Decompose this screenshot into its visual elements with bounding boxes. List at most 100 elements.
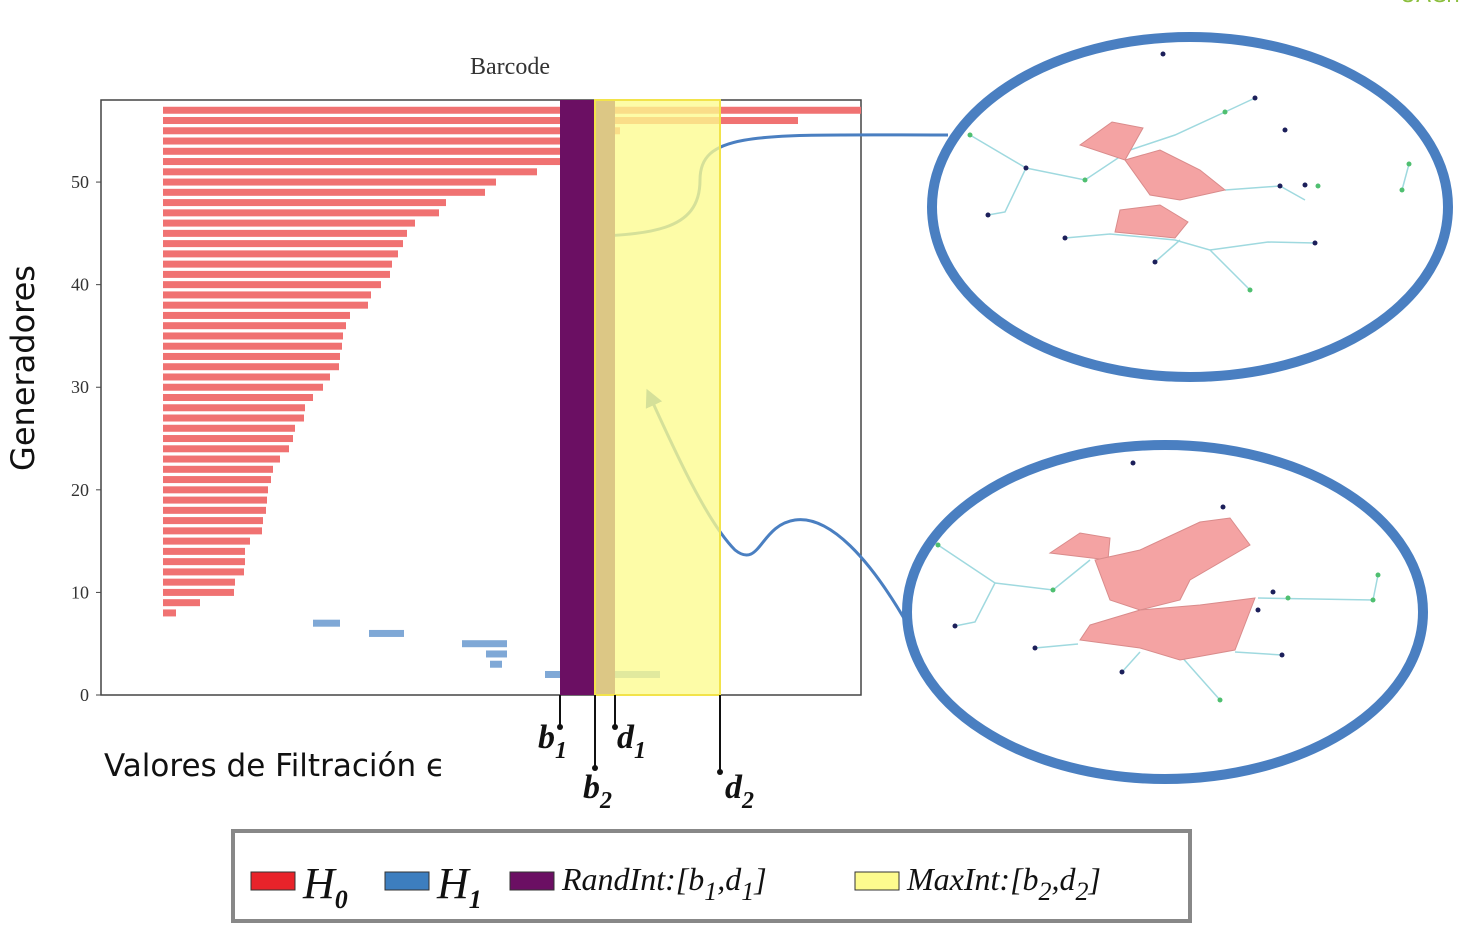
bar	[462, 640, 507, 648]
bar	[163, 414, 304, 422]
bar	[163, 137, 595, 145]
bar	[163, 578, 235, 586]
bar	[486, 650, 507, 658]
bar	[163, 383, 323, 391]
bar	[163, 209, 439, 217]
bar	[163, 219, 415, 227]
bar	[163, 301, 368, 309]
legend-text: MaxInt:[b	[906, 861, 1039, 897]
bar	[163, 537, 250, 545]
bar	[163, 342, 342, 350]
marker-letter: b	[583, 769, 600, 806]
bar	[163, 404, 305, 412]
bar	[163, 435, 293, 443]
corner-logo: UACh	[1400, 0, 1460, 8]
bar	[163, 106, 861, 114]
bar	[163, 322, 346, 330]
bar	[163, 147, 590, 155]
marker-label: d2	[725, 769, 754, 814]
bar	[163, 291, 371, 299]
marker-letter: d	[725, 769, 743, 806]
bar	[163, 281, 381, 289]
bar	[163, 199, 446, 207]
bar	[163, 394, 313, 401]
marker-sub: 1	[555, 738, 567, 764]
bar	[163, 188, 485, 196]
marker-sub: 2	[599, 788, 612, 814]
marker-label: d1	[617, 719, 646, 764]
legend-label: RandInt:[b1,d1]	[561, 861, 767, 906]
legend-name: H	[302, 859, 337, 908]
legend	[231, 829, 1192, 923]
bar	[163, 445, 289, 453]
bar	[163, 588, 234, 596]
y-tick-label: 10	[71, 582, 89, 602]
legend-text: RandInt:[b	[561, 861, 704, 897]
bar	[163, 311, 350, 319]
bar	[163, 568, 244, 576]
bar	[163, 250, 398, 258]
bar	[163, 352, 340, 360]
marker-dot	[612, 724, 618, 730]
bar	[163, 609, 176, 617]
bar	[163, 465, 273, 473]
bar	[163, 476, 271, 484]
bar	[163, 517, 263, 525]
bar	[369, 629, 404, 637]
marker-dot	[557, 724, 563, 730]
marker-sub: 1	[634, 738, 646, 764]
bar	[163, 229, 407, 237]
bar	[163, 117, 798, 125]
y-tick-label: 20	[71, 480, 89, 500]
bar	[163, 260, 392, 268]
bar	[163, 168, 537, 176]
bar	[313, 619, 340, 627]
legend-name: H	[436, 859, 471, 908]
bar	[163, 455, 280, 463]
bar	[163, 240, 403, 248]
legend-sub: 1	[469, 885, 482, 914]
legend-swatch	[854, 871, 900, 891]
bar	[163, 178, 496, 186]
bar	[163, 506, 266, 514]
legend-label: H0	[302, 859, 348, 914]
bar	[163, 599, 200, 607]
y-tick-label: 0	[80, 685, 89, 705]
legend-text: ,d	[717, 861, 742, 897]
legend-swatch	[384, 871, 430, 891]
marker-label: b2	[583, 769, 612, 814]
diagram-bottom	[902, 440, 1428, 784]
x-axis-label: Valores de Filtración ϵ	[104, 748, 445, 784]
bar	[163, 424, 295, 432]
legend-swatch	[250, 871, 296, 891]
y-axis-label: Generadores	[4, 265, 42, 471]
marker-letter: d	[617, 719, 635, 756]
bar	[163, 373, 330, 381]
chart-title: Barcode	[470, 54, 550, 80]
bar	[163, 547, 245, 555]
legend-sub: 2	[1039, 877, 1052, 906]
bar	[490, 660, 502, 668]
marker-letter: b	[538, 719, 555, 756]
legend-text: ]	[1088, 861, 1101, 897]
marker-dot	[592, 765, 598, 771]
bar	[163, 363, 339, 371]
marker-label: b1	[538, 719, 567, 764]
legend-label: H1	[436, 859, 482, 914]
diagram-top	[927, 32, 1453, 382]
bar	[163, 558, 245, 566]
legend-swatch	[509, 871, 555, 891]
bar	[163, 127, 620, 135]
y-tick-label: 50	[71, 172, 89, 192]
legend-sub: 2	[1076, 877, 1089, 906]
y-tick-label: 30	[71, 377, 89, 397]
legend-sub: 1	[741, 877, 754, 906]
bar	[163, 486, 268, 494]
legend-sub: 1	[704, 877, 717, 906]
legend-sub: 0	[335, 885, 348, 914]
y-tick-label: 40	[71, 275, 89, 295]
bar	[163, 496, 267, 504]
bar	[163, 332, 343, 340]
interval	[594, 99, 721, 696]
